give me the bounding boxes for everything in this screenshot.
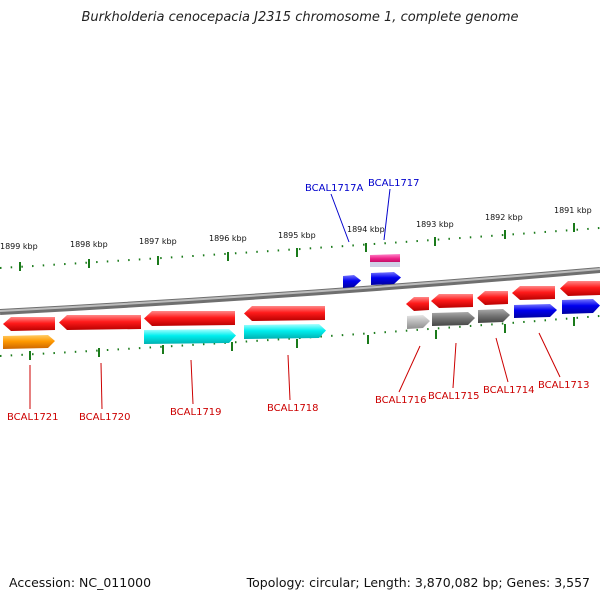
accession-text: Accession: NC_011000	[9, 575, 152, 590]
feature-segment[interactable]	[562, 299, 600, 314]
gene-label[interactable]: BCAL1719	[170, 407, 222, 418]
tick-label: 1896 kbp	[209, 234, 247, 243]
tick-label: 1899 kbp	[0, 242, 38, 251]
leader-line	[190, 359, 194, 405]
leader-line	[100, 362, 103, 410]
gene-label[interactable]: BCAL1717	[368, 178, 420, 189]
leader-line	[398, 345, 421, 393]
gene-label[interactable]: BCAL1721	[7, 412, 59, 423]
leader-line-group	[29, 188, 561, 410]
gene-feature-bcal1721[interactable]	[3, 317, 55, 349]
gene-label-group: BCAL1721 BCAL1720 BCAL1719 BCAL1718 BCAL1716…	[7, 178, 590, 423]
feature-track	[3, 254, 600, 349]
feature-segment[interactable]	[560, 281, 600, 296]
gene-feature-bcal1716[interactable]	[406, 297, 430, 329]
feature-segment[interactable]	[478, 309, 510, 323]
feature-segment-band	[370, 262, 400, 267]
tick-label-group: 1899 kbp 1898 kbp 1897 kbp 1896 kbp 1895 kbp…	[0, 206, 592, 251]
feature-segment[interactable]	[3, 335, 55, 349]
tick-label: 1893 kbp	[416, 220, 454, 229]
leader-line	[538, 332, 561, 378]
gene-feature-bcal1717[interactable]	[370, 254, 401, 285]
gene-label[interactable]: BCAL1713	[538, 380, 590, 391]
gene-feature-bcal1718[interactable]	[244, 306, 326, 339]
outer-tick-dots	[0, 227, 600, 269]
feature-segment[interactable]	[406, 297, 429, 311]
gene-feature-bcal1719[interactable]	[144, 311, 236, 344]
gene-feature-bcal1713[interactable]	[512, 286, 557, 318]
gene-label[interactable]: BCAL1714	[483, 385, 535, 396]
gene-label[interactable]: BCAL1717A	[305, 183, 364, 194]
gene-feature-bcal1714[interactable]	[477, 291, 510, 323]
feature-segment[interactable]	[244, 324, 326, 339]
gene-label[interactable]: BCAL1718	[267, 403, 319, 414]
feature-segment[interactable]	[144, 329, 236, 344]
topology-summary: Topology: circular; Length: 3,870,082 bp…	[246, 575, 590, 590]
feature-segment[interactable]	[343, 275, 361, 288]
feature-segment[interactable]	[370, 254, 400, 264]
feature-segment[interactable]	[431, 294, 473, 308]
feature-segment[interactable]	[3, 317, 55, 331]
gene-label[interactable]: BCAL1715	[428, 391, 480, 402]
outer-tick-track	[0, 223, 600, 271]
tick-label: 1894 kbp	[347, 225, 385, 234]
gene-label[interactable]: BCAL1716	[375, 395, 427, 406]
feature-segment[interactable]	[477, 291, 508, 305]
leader-line	[452, 342, 457, 389]
leader-line	[287, 354, 291, 401]
map-title: Burkholderia cenocepacia J2315 chromosom…	[81, 10, 519, 25]
feature-segment[interactable]	[432, 312, 475, 326]
tick-label: 1892 kbp	[485, 213, 523, 222]
tick-label: 1895 kbp	[278, 231, 316, 240]
genome-backbone-highlight	[0, 268, 600, 312]
tick-label: 1897 kbp	[139, 237, 177, 246]
tick-label: 1898 kbp	[70, 240, 108, 249]
feature-segment[interactable]	[59, 315, 141, 330]
leader-line	[383, 188, 391, 241]
feature-segment[interactable]	[244, 306, 325, 321]
tick-label: 1891 kbp	[554, 206, 592, 215]
feature-segment[interactable]	[512, 286, 555, 300]
feature-segment[interactable]	[144, 311, 235, 326]
gene-feature-bcal1720[interactable]	[59, 315, 141, 330]
gene-feature-bcal1715[interactable]	[431, 294, 475, 326]
leader-line	[330, 193, 350, 243]
feature-segment[interactable]	[407, 315, 430, 329]
leader-line	[495, 337, 509, 383]
feature-segment[interactable]	[514, 304, 557, 318]
feature-segment[interactable]	[371, 272, 401, 285]
gene-label[interactable]: BCAL1720	[79, 412, 131, 423]
gene-feature-bcal1712[interactable]	[560, 281, 600, 314]
gene-feature-bcal1717a[interactable]	[343, 275, 361, 288]
